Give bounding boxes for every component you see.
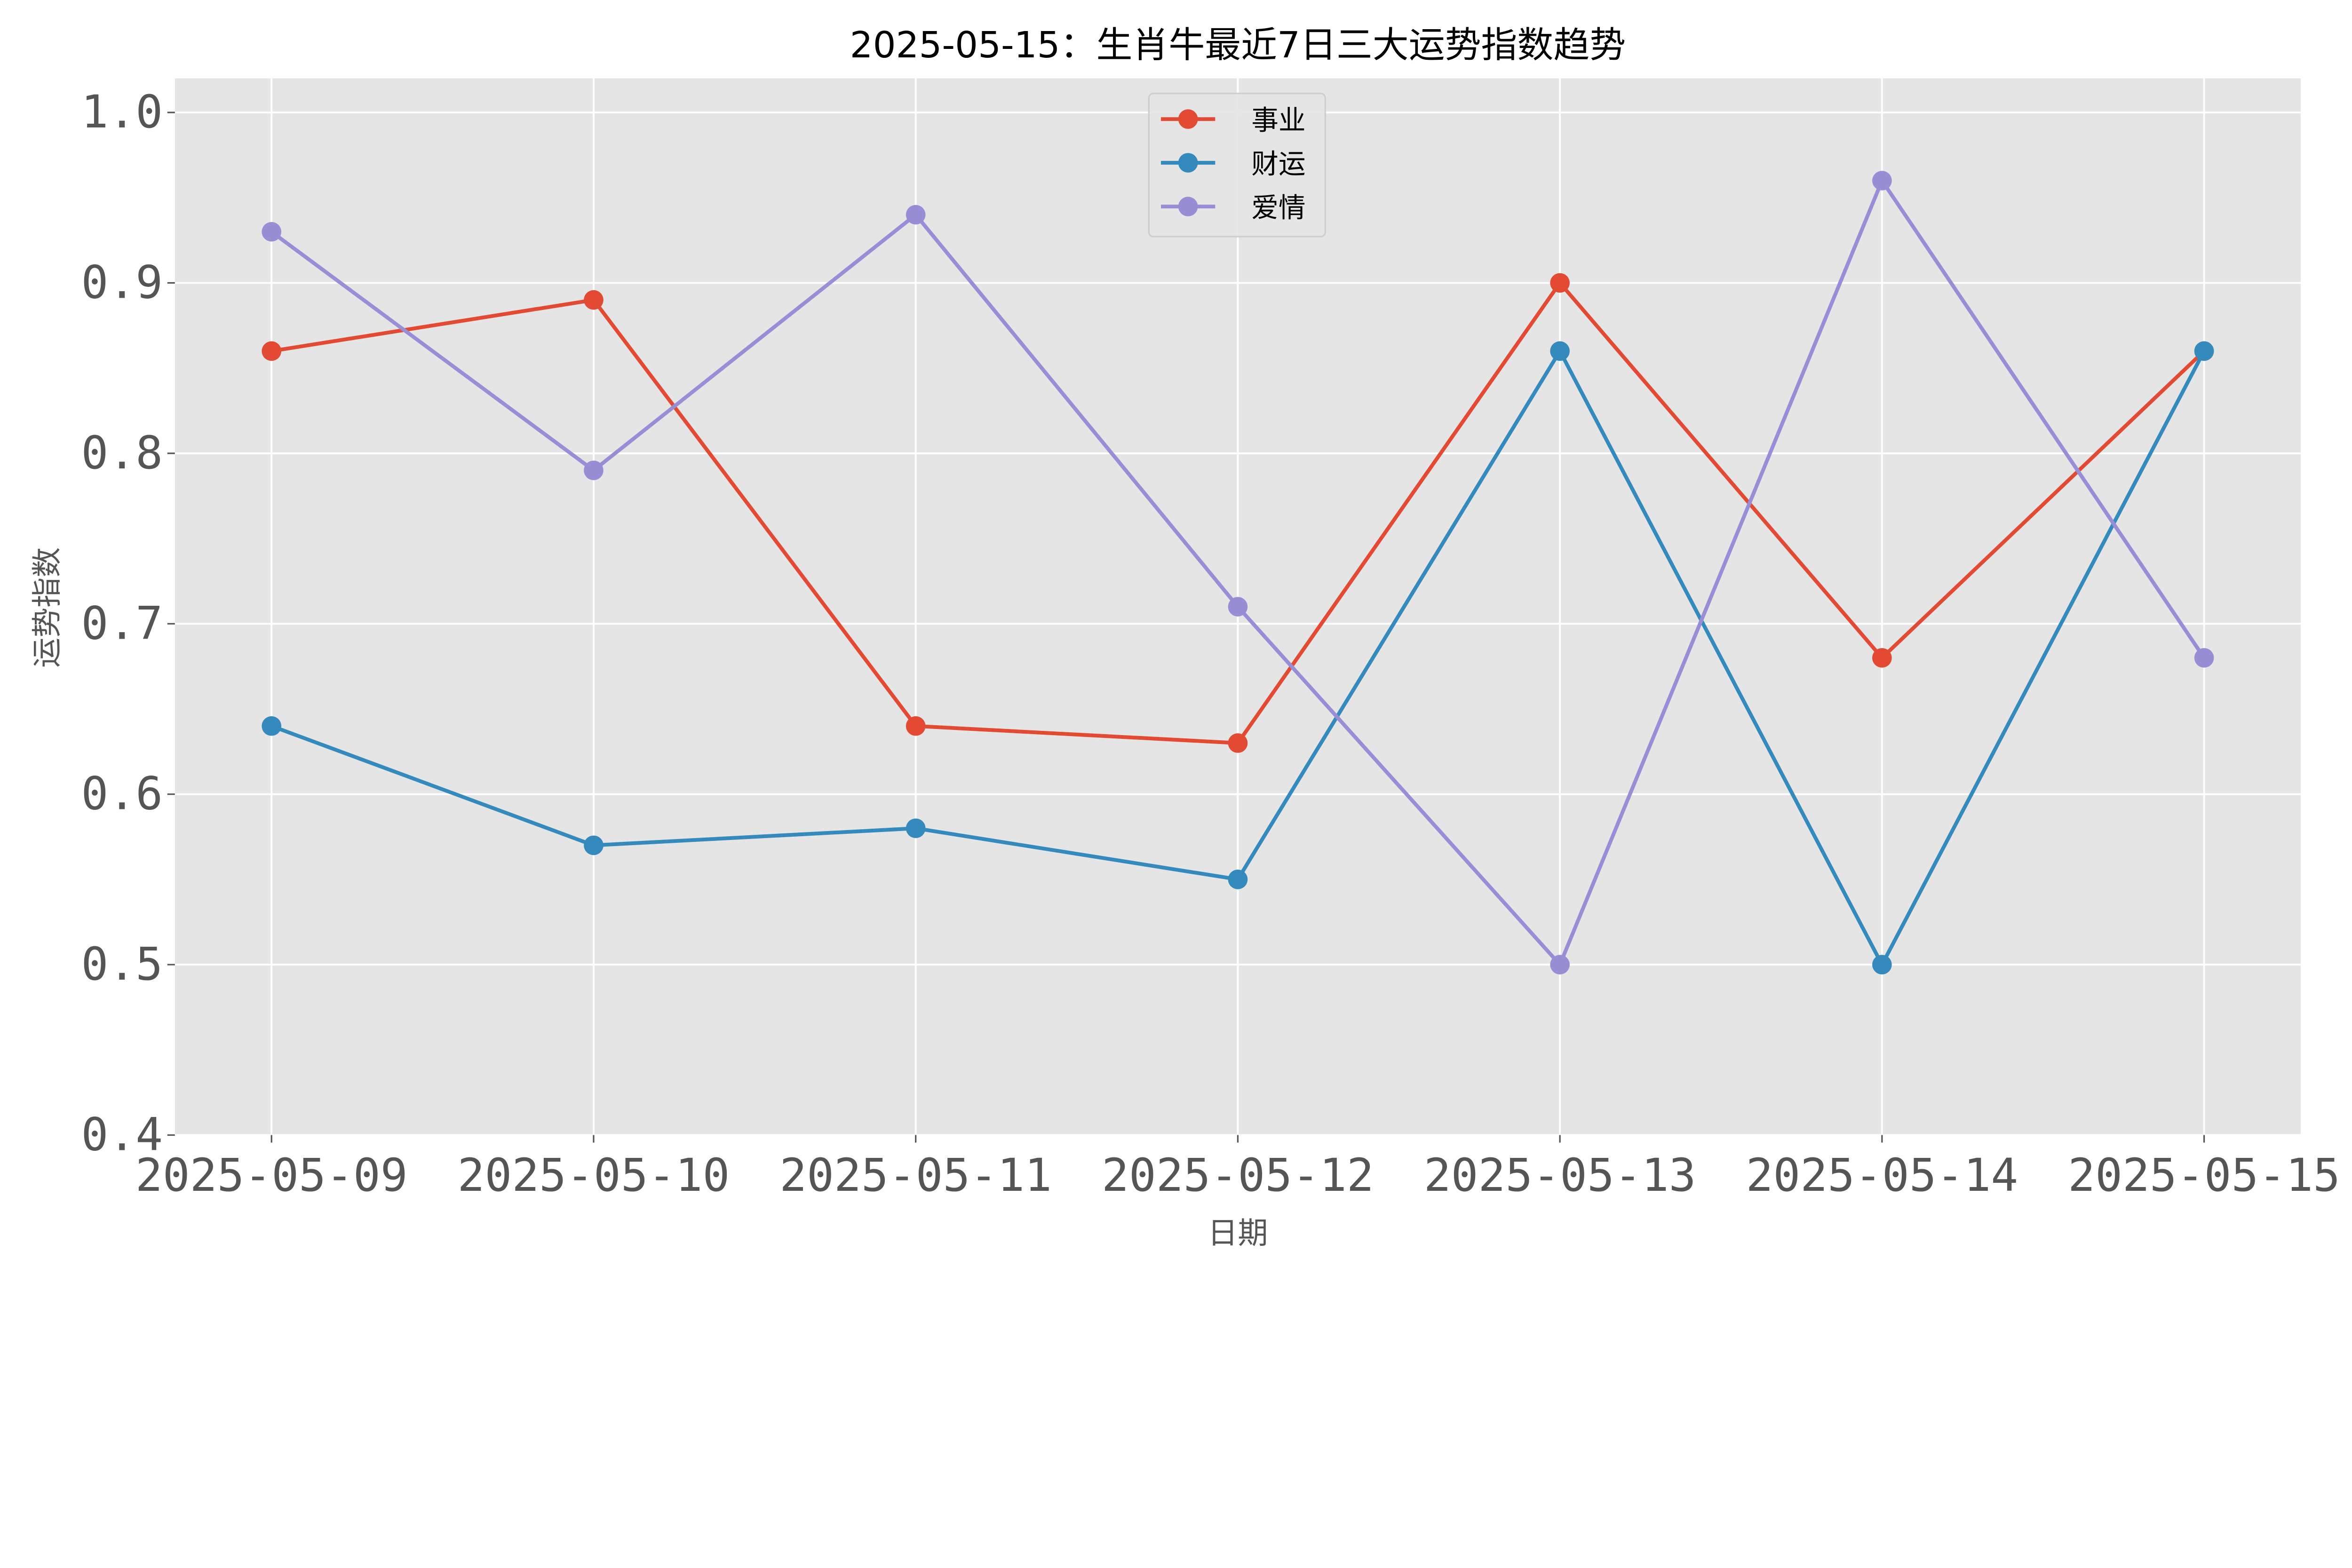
data-point xyxy=(262,222,282,242)
data-point xyxy=(2194,341,2214,361)
data-point xyxy=(1228,733,1248,753)
x-tick-label: 2025-05-12 xyxy=(1102,1149,1374,1202)
x-tick-label: 2025-05-09 xyxy=(135,1149,408,1202)
y-tick-label: 0.6 xyxy=(81,768,163,820)
chart-title: 2025-05-15：生肖牛最近7日三大运势指数趋势 xyxy=(850,24,1626,66)
y-axis-label: 运势指数 xyxy=(30,547,65,667)
y-ticks: 0.4 0.5 0.6 0.7 0.8 0.9 1.0 xyxy=(81,86,175,1161)
x-tick-label: 2025-05-13 xyxy=(1424,1149,1696,1202)
data-point xyxy=(584,460,604,480)
legend-marker xyxy=(1178,153,1198,173)
line-chart: 0.40.50.60.70.80.91.0 2025-05-09 2025-05-… xyxy=(30,24,2340,1251)
data-point xyxy=(906,818,926,838)
data-point xyxy=(584,835,604,855)
legend-label: 财运 xyxy=(1251,148,1305,180)
data-point xyxy=(1872,955,1892,974)
y-tick-label: 0.7 xyxy=(81,597,163,649)
x-axis-label: 日期 xyxy=(1208,1216,1268,1251)
data-point xyxy=(262,341,282,361)
data-point xyxy=(584,290,604,310)
y-tick-label: 0.4 xyxy=(81,1109,163,1161)
legend-label: 事业 xyxy=(1251,104,1305,136)
series-lines xyxy=(262,171,2214,974)
data-point xyxy=(1228,597,1248,617)
data-point xyxy=(906,205,926,225)
series-3 xyxy=(262,171,2214,974)
x-tick-label: 2025-05-10 xyxy=(458,1149,730,1202)
y-tick-label: 1.0 xyxy=(81,86,163,138)
y-tick-label: 0.9 xyxy=(81,256,163,309)
data-point xyxy=(1550,341,1570,361)
data-point xyxy=(1228,870,1248,889)
legend-label: 爱情 xyxy=(1251,192,1305,224)
data-point xyxy=(1550,955,1570,974)
y-tick-label: 0.8 xyxy=(81,427,163,479)
data-point xyxy=(262,716,282,736)
series-2 xyxy=(262,341,2214,974)
data-point xyxy=(1872,648,1892,668)
legend-marker xyxy=(1178,109,1198,129)
data-point xyxy=(1872,171,1892,190)
legend-marker xyxy=(1178,197,1198,216)
x-tick-label: 2025-05-11 xyxy=(779,1149,1052,1202)
data-point xyxy=(2194,648,2214,668)
x-tick-label: 2025-05-14 xyxy=(1746,1149,2018,1202)
data-point xyxy=(1550,273,1570,293)
y-tick-label: 0.5 xyxy=(81,938,163,990)
data-point xyxy=(906,716,926,736)
x-tick-label: 2025-05-15 xyxy=(2068,1149,2340,1202)
x-ticks: 2025-05-09 2025-05-10 2025-05-11 2025-05-12… xyxy=(135,1135,2340,1202)
